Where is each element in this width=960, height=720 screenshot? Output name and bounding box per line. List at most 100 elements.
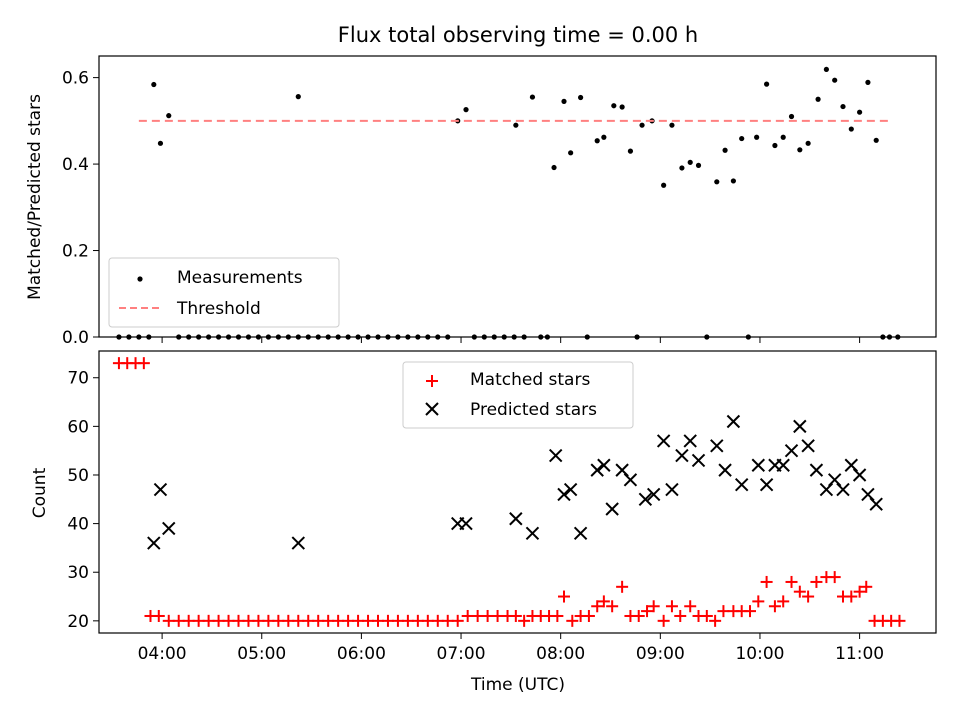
matched-stars-point [509,609,522,622]
matched-stars-point [451,614,464,627]
x-tick-label: 07:00 [437,644,486,664]
matched-stars-point [700,609,713,622]
legend-matched-marker [426,375,438,387]
axes-frame [98,55,937,338]
axes-frame [98,350,937,634]
predicted-stars-point [852,468,867,482]
measurements-point [772,142,778,149]
measurements-point [679,165,685,171]
measurements-point [611,103,617,109]
matched-stars-point [606,600,619,613]
measurements-point [627,148,634,154]
legend-measurements-label: Measurements [177,268,303,288]
matched-stars-point [744,605,756,618]
predicted-stars-point [776,458,790,472]
matched-stars-point [582,609,595,622]
predicted-stars-point [162,521,176,536]
legend: Measurements Threshold [108,257,340,328]
matched-stars-point [632,609,645,622]
y-tick-label: 50 [67,466,89,486]
measurements-point [578,94,584,101]
x-tick-label: 10:00 [735,644,784,664]
measurements-point [463,107,469,113]
predicted-stars-point [809,463,824,477]
measurements-point [848,126,854,132]
ticks-layer: 20 30 40 50 60 70 04:00 05:00 06:00 07:00 08:00 09:… [67,369,884,664]
matched-stars-point [641,605,654,618]
measurements-point [619,104,625,110]
measurements-point [815,96,821,102]
matched-stars-point [152,609,165,622]
matched-stars-point [597,595,610,608]
predicted-stars-point [573,526,588,541]
y-axis-label: Count [30,467,50,518]
measurements-point [788,113,795,120]
measurements-point [714,179,720,185]
panel-star-counts: Count Time (UTC) 20 30 40 50 60 70 04:00 05:00 0… [30,350,937,695]
predicted-stars-point [509,512,523,526]
matched-stars-point [616,580,629,593]
matched-stars-point [647,600,660,613]
legend-threshold-label: Threshold [176,299,261,319]
x-tick-label: 04:00 [138,644,187,664]
predicted-stars-point [844,458,859,472]
y-tick-label: 0.6 [62,69,89,89]
measurements-point [687,159,693,165]
matched-stars-point [860,580,873,593]
matched-stars-point [752,595,765,608]
legend-box [402,361,634,429]
predicted-stars-point [793,419,807,434]
matched-stars-point [709,614,722,627]
measurements-point [730,178,736,184]
predicted-stars-point [605,502,619,516]
predicted-stars-point [784,443,799,458]
x-axis-label: Time (UTC) [470,675,565,695]
predicted-stars-point [557,487,571,502]
measurements-point [754,134,760,140]
predicted-stars-point [861,487,875,502]
predicted-stars-point [656,434,671,448]
legend-predicted-label: Predicted stars [470,400,597,420]
predicted-stars-point [726,414,741,429]
matched-stars-point [551,609,564,622]
measurements-point [857,109,863,115]
predicted-stars-point [646,487,661,502]
predicted-stars-point [751,458,766,472]
measurements-point [166,113,172,119]
matched-stars-point [777,595,790,608]
measurements-point [295,94,301,100]
predicted-stars-point [665,482,679,497]
x-tick-label: 08:00 [536,644,585,664]
predicted-stars-point [153,482,168,497]
predicted-stars-point [827,473,842,487]
matched-stars-point [558,590,570,603]
legend-measurements-marker [137,276,143,282]
predicted-stars-point [718,463,732,477]
measurements-point [764,81,770,87]
predicted-stars-point [675,448,689,463]
matched-stars-point [793,585,806,598]
ticks-layer: 0.0 0.2 0.4 0.6 [62,69,861,348]
legend: Matched stars Predicted stars [402,361,634,429]
matched-stars-point [684,600,697,613]
x-tick-label: 05:00 [237,644,286,664]
matched-stars-point [674,609,687,622]
matched-stars-point [893,614,906,627]
predicted-stars-point [683,434,697,448]
matched-stars-point [853,585,866,598]
predicted-stars-point [759,477,774,492]
measurements-point [865,79,871,85]
matched-stars-point [785,575,798,588]
legend-box [108,257,340,328]
measurements-point [823,66,829,73]
y-tick-label: 40 [67,515,89,535]
predicted-stars-point [615,463,629,477]
measurements-point [551,164,557,171]
predicted-stars-point [147,536,161,550]
matched-stars-point [518,614,531,627]
measurements-point [157,140,164,146]
measurements-point [561,98,567,104]
predicted-stars-point [525,526,540,541]
measurements-point [780,134,786,140]
predicted-stars-point [459,516,473,531]
